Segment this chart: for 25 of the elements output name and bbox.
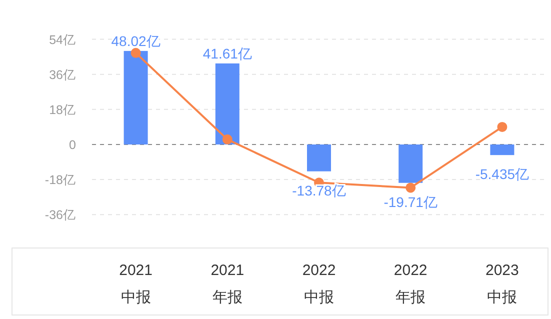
y-tick-label: 54亿: [49, 32, 76, 47]
bar: [215, 63, 240, 144]
point: [497, 122, 508, 132]
data-label: 41.61亿: [202, 45, 252, 62]
data-label: -13.78亿: [292, 182, 346, 198]
bar: [124, 50, 148, 144]
x-tick-label: 2022 中报: [302, 262, 336, 306]
x-tick-label: 2022 年报: [394, 262, 428, 306]
point: [406, 182, 416, 193]
bar: [490, 144, 514, 156]
bar: [398, 144, 423, 183]
y-tick-label: 18亿: [49, 102, 76, 117]
point: [130, 48, 141, 58]
point: [222, 134, 232, 144]
y-tick-label: 0: [69, 138, 76, 152]
data-label: 48.02亿: [111, 32, 160, 49]
x-tick-label: 2021 中报: [119, 262, 152, 306]
y-tick-label: 36亿: [49, 68, 76, 82]
bar: [307, 144, 331, 172]
x-tick-label: 2021 年报: [210, 262, 244, 306]
y-tick-label: -36亿: [44, 208, 76, 222]
x-tick-label: 2023 中报: [486, 262, 519, 306]
data-label: -5.435亿: [475, 166, 530, 182]
data-label: -19.71亿: [384, 194, 438, 210]
y-tick-label: -18亿: [44, 173, 76, 188]
